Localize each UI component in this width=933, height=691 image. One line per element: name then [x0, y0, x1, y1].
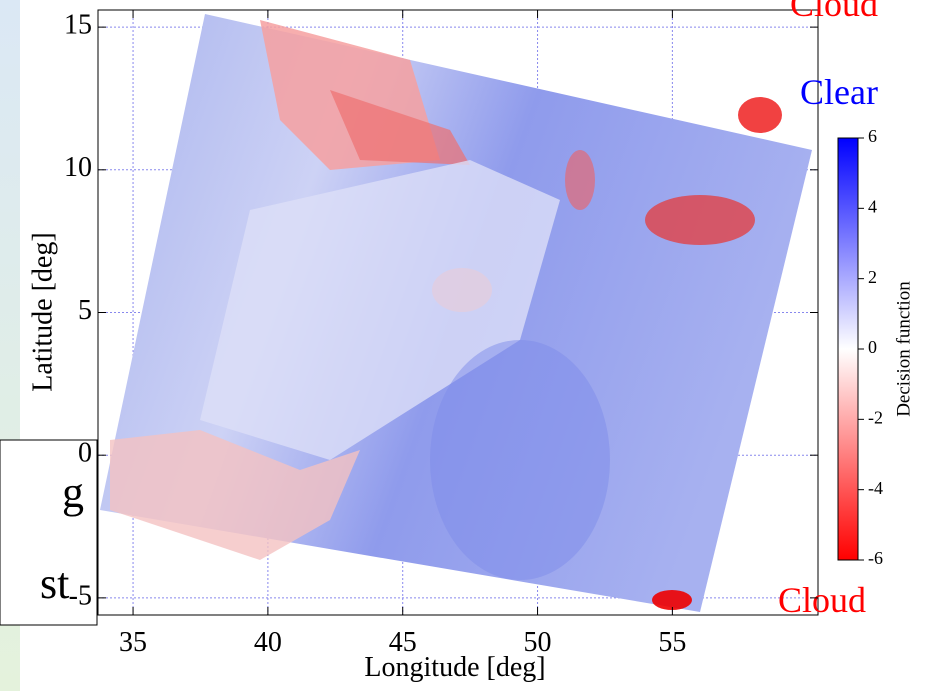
x-tick-label: 35: [119, 627, 147, 658]
x-tick-label: 40: [254, 627, 282, 658]
x-tick-label: 45: [389, 627, 417, 658]
colorbar-tick-label: 4: [868, 196, 877, 216]
y-tick-label: 5: [78, 295, 92, 326]
chart: g st Longitude [deg] Latitude [deg] Deci…: [0, 0, 933, 691]
x-tick-label: 50: [524, 627, 552, 658]
annotation: Clear: [800, 72, 878, 112]
colorbar-tick-label: -6: [868, 548, 883, 568]
y-tick-label: 0: [78, 438, 92, 469]
page: g st Longitude [deg] Latitude [deg] Deci…: [0, 0, 933, 691]
colorbar-tick-label: 0: [868, 337, 877, 357]
colorbar-label: Decision function: [893, 281, 914, 417]
y-tick-label: 15: [64, 10, 92, 41]
annotation: Cloud: [778, 580, 866, 620]
slide-text: st: [40, 559, 69, 608]
colorbar-tick-label: -4: [868, 478, 883, 498]
y-tick-label: 10: [64, 152, 92, 183]
colorbar-tick-label: 6: [868, 126, 877, 146]
slide-text: g: [62, 468, 84, 517]
colorbar: [838, 138, 858, 560]
y-tick-label: -5: [69, 580, 92, 611]
colorbar-tick-label: 2: [868, 267, 877, 287]
colorbar-tick-label: -2: [868, 407, 883, 427]
y-axis-label: Latitude [deg]: [27, 232, 58, 391]
annotation: Cloud: [790, 0, 878, 24]
x-tick-label: 55: [658, 627, 686, 658]
